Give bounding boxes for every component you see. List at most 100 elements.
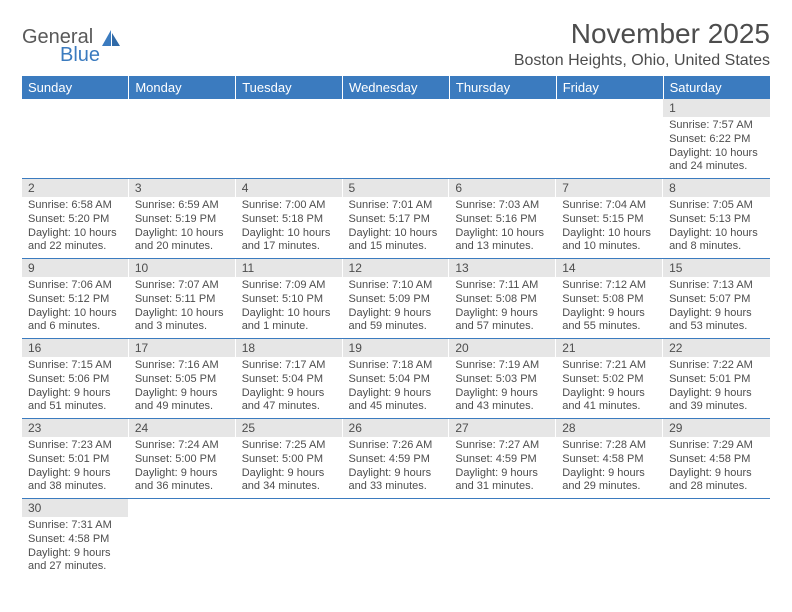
daylight-text: and 15 minutes. xyxy=(349,240,444,254)
calendar-row: 2Sunrise: 6:58 AMSunset: 5:20 PMDaylight… xyxy=(22,179,770,259)
sunset-text: Sunset: 5:12 PM xyxy=(28,293,123,307)
daylight-text: and 27 minutes. xyxy=(28,560,123,574)
calendar-cell: 14Sunrise: 7:12 AMSunset: 5:08 PMDayligh… xyxy=(556,259,663,339)
day-number: 14 xyxy=(556,259,663,277)
day-number-empty xyxy=(556,99,663,117)
calendar-cell: 15Sunrise: 7:13 AMSunset: 5:07 PMDayligh… xyxy=(663,259,770,339)
sunrise-text: Sunrise: 7:09 AM xyxy=(242,279,337,293)
daylight-text: Daylight: 9 hours xyxy=(242,387,337,401)
calendar-row: 30Sunrise: 7:31 AMSunset: 4:58 PMDayligh… xyxy=(22,499,770,579)
sunset-text: Sunset: 5:09 PM xyxy=(349,293,444,307)
daylight-text: and 28 minutes. xyxy=(669,480,764,494)
day-details: Sunrise: 7:04 AMSunset: 5:15 PMDaylight:… xyxy=(556,197,663,258)
sunset-text: Sunset: 5:06 PM xyxy=(28,373,123,387)
day-details: Sunrise: 7:10 AMSunset: 5:09 PMDaylight:… xyxy=(343,277,450,338)
day-details: Sunrise: 7:00 AMSunset: 5:18 PMDaylight:… xyxy=(236,197,343,258)
weekday-header: Saturday xyxy=(663,76,770,99)
sunrise-text: Sunrise: 7:03 AM xyxy=(455,199,550,213)
sunrise-text: Sunrise: 7:04 AM xyxy=(562,199,657,213)
calendar-cell: 12Sunrise: 7:10 AMSunset: 5:09 PMDayligh… xyxy=(343,259,450,339)
sunrise-text: Sunrise: 7:10 AM xyxy=(349,279,444,293)
calendar-cell: 13Sunrise: 7:11 AMSunset: 5:08 PMDayligh… xyxy=(449,259,556,339)
day-details: Sunrise: 7:23 AMSunset: 5:01 PMDaylight:… xyxy=(22,437,129,498)
daylight-text: Daylight: 10 hours xyxy=(455,227,550,241)
daylight-text: Daylight: 10 hours xyxy=(349,227,444,241)
day-details: Sunrise: 7:07 AMSunset: 5:11 PMDaylight:… xyxy=(129,277,236,338)
calendar-cell: 4Sunrise: 7:00 AMSunset: 5:18 PMDaylight… xyxy=(236,179,343,259)
sunrise-text: Sunrise: 7:19 AM xyxy=(455,359,550,373)
calendar-cell: 18Sunrise: 7:17 AMSunset: 5:04 PMDayligh… xyxy=(236,339,343,419)
daylight-text: and 53 minutes. xyxy=(669,320,764,334)
sunrise-text: Sunrise: 7:24 AM xyxy=(135,439,230,453)
calendar-cell: 3Sunrise: 6:59 AMSunset: 5:19 PMDaylight… xyxy=(129,179,236,259)
calendar-table: Sunday Monday Tuesday Wednesday Thursday… xyxy=(22,76,770,578)
day-number-empty xyxy=(556,499,663,517)
day-number-empty xyxy=(22,99,129,117)
weekday-header: Sunday xyxy=(22,76,129,99)
calendar-cell xyxy=(22,99,129,179)
day-number: 25 xyxy=(236,419,343,437)
daylight-text: Daylight: 10 hours xyxy=(669,227,764,241)
day-number: 28 xyxy=(556,419,663,437)
day-number-empty xyxy=(449,499,556,517)
daylight-text: and 20 minutes. xyxy=(135,240,230,254)
daylight-text: Daylight: 9 hours xyxy=(349,387,444,401)
calendar-cell: 24Sunrise: 7:24 AMSunset: 5:00 PMDayligh… xyxy=(129,419,236,499)
sunrise-text: Sunrise: 7:21 AM xyxy=(562,359,657,373)
day-details: Sunrise: 7:27 AMSunset: 4:59 PMDaylight:… xyxy=(449,437,556,498)
day-details: Sunrise: 7:13 AMSunset: 5:07 PMDaylight:… xyxy=(663,277,770,338)
calendar-row: 23Sunrise: 7:23 AMSunset: 5:01 PMDayligh… xyxy=(22,419,770,499)
sunset-text: Sunset: 5:01 PM xyxy=(669,373,764,387)
day-details: Sunrise: 7:09 AMSunset: 5:10 PMDaylight:… xyxy=(236,277,343,338)
calendar-cell: 16Sunrise: 7:15 AMSunset: 5:06 PMDayligh… xyxy=(22,339,129,419)
sunset-text: Sunset: 5:02 PM xyxy=(562,373,657,387)
sunrise-text: Sunrise: 7:23 AM xyxy=(28,439,123,453)
day-number-empty xyxy=(129,99,236,117)
sunset-text: Sunset: 5:10 PM xyxy=(242,293,337,307)
daylight-text: and 34 minutes. xyxy=(242,480,337,494)
header: General Blue November 2025 Boston Height… xyxy=(22,18,770,70)
day-number: 18 xyxy=(236,339,343,357)
daylight-text: and 51 minutes. xyxy=(28,400,123,414)
logo: General Blue xyxy=(22,18,122,66)
daylight-text: Daylight: 10 hours xyxy=(28,227,123,241)
calendar-cell xyxy=(556,99,663,179)
sunset-text: Sunset: 5:20 PM xyxy=(28,213,123,227)
day-number: 9 xyxy=(22,259,129,277)
sunrise-text: Sunrise: 7:26 AM xyxy=(349,439,444,453)
daylight-text: Daylight: 10 hours xyxy=(562,227,657,241)
day-details: Sunrise: 7:28 AMSunset: 4:58 PMDaylight:… xyxy=(556,437,663,498)
sunset-text: Sunset: 5:19 PM xyxy=(135,213,230,227)
daylight-text: and 45 minutes. xyxy=(349,400,444,414)
sunrise-text: Sunrise: 7:18 AM xyxy=(349,359,444,373)
day-details: Sunrise: 7:18 AMSunset: 5:04 PMDaylight:… xyxy=(343,357,450,418)
day-number: 27 xyxy=(449,419,556,437)
sunset-text: Sunset: 5:00 PM xyxy=(135,453,230,467)
day-number-empty xyxy=(236,99,343,117)
calendar-cell: 27Sunrise: 7:27 AMSunset: 4:59 PMDayligh… xyxy=(449,419,556,499)
daylight-text: Daylight: 9 hours xyxy=(455,467,550,481)
sunrise-text: Sunrise: 7:06 AM xyxy=(28,279,123,293)
calendar-cell: 26Sunrise: 7:26 AMSunset: 4:59 PMDayligh… xyxy=(343,419,450,499)
daylight-text: and 55 minutes. xyxy=(562,320,657,334)
calendar-cell: 29Sunrise: 7:29 AMSunset: 4:58 PMDayligh… xyxy=(663,419,770,499)
calendar-row: 1Sunrise: 7:57 AMSunset: 6:22 PMDaylight… xyxy=(22,99,770,179)
sunset-text: Sunset: 5:17 PM xyxy=(349,213,444,227)
day-number: 5 xyxy=(343,179,450,197)
day-details: Sunrise: 7:12 AMSunset: 5:08 PMDaylight:… xyxy=(556,277,663,338)
sunset-text: Sunset: 5:16 PM xyxy=(455,213,550,227)
day-number: 29 xyxy=(663,419,770,437)
daylight-text: and 17 minutes. xyxy=(242,240,337,254)
day-details: Sunrise: 7:26 AMSunset: 4:59 PMDaylight:… xyxy=(343,437,450,498)
sunset-text: Sunset: 6:22 PM xyxy=(669,133,764,147)
weekday-header: Tuesday xyxy=(236,76,343,99)
daylight-text: Daylight: 10 hours xyxy=(242,307,337,321)
daylight-text: Daylight: 9 hours xyxy=(242,467,337,481)
calendar-cell: 22Sunrise: 7:22 AMSunset: 5:01 PMDayligh… xyxy=(663,339,770,419)
day-number-empty xyxy=(343,499,450,517)
day-number: 26 xyxy=(343,419,450,437)
sunset-text: Sunset: 4:58 PM xyxy=(669,453,764,467)
sunrise-text: Sunrise: 7:27 AM xyxy=(455,439,550,453)
calendar-cell: 5Sunrise: 7:01 AMSunset: 5:17 PMDaylight… xyxy=(343,179,450,259)
day-number: 20 xyxy=(449,339,556,357)
